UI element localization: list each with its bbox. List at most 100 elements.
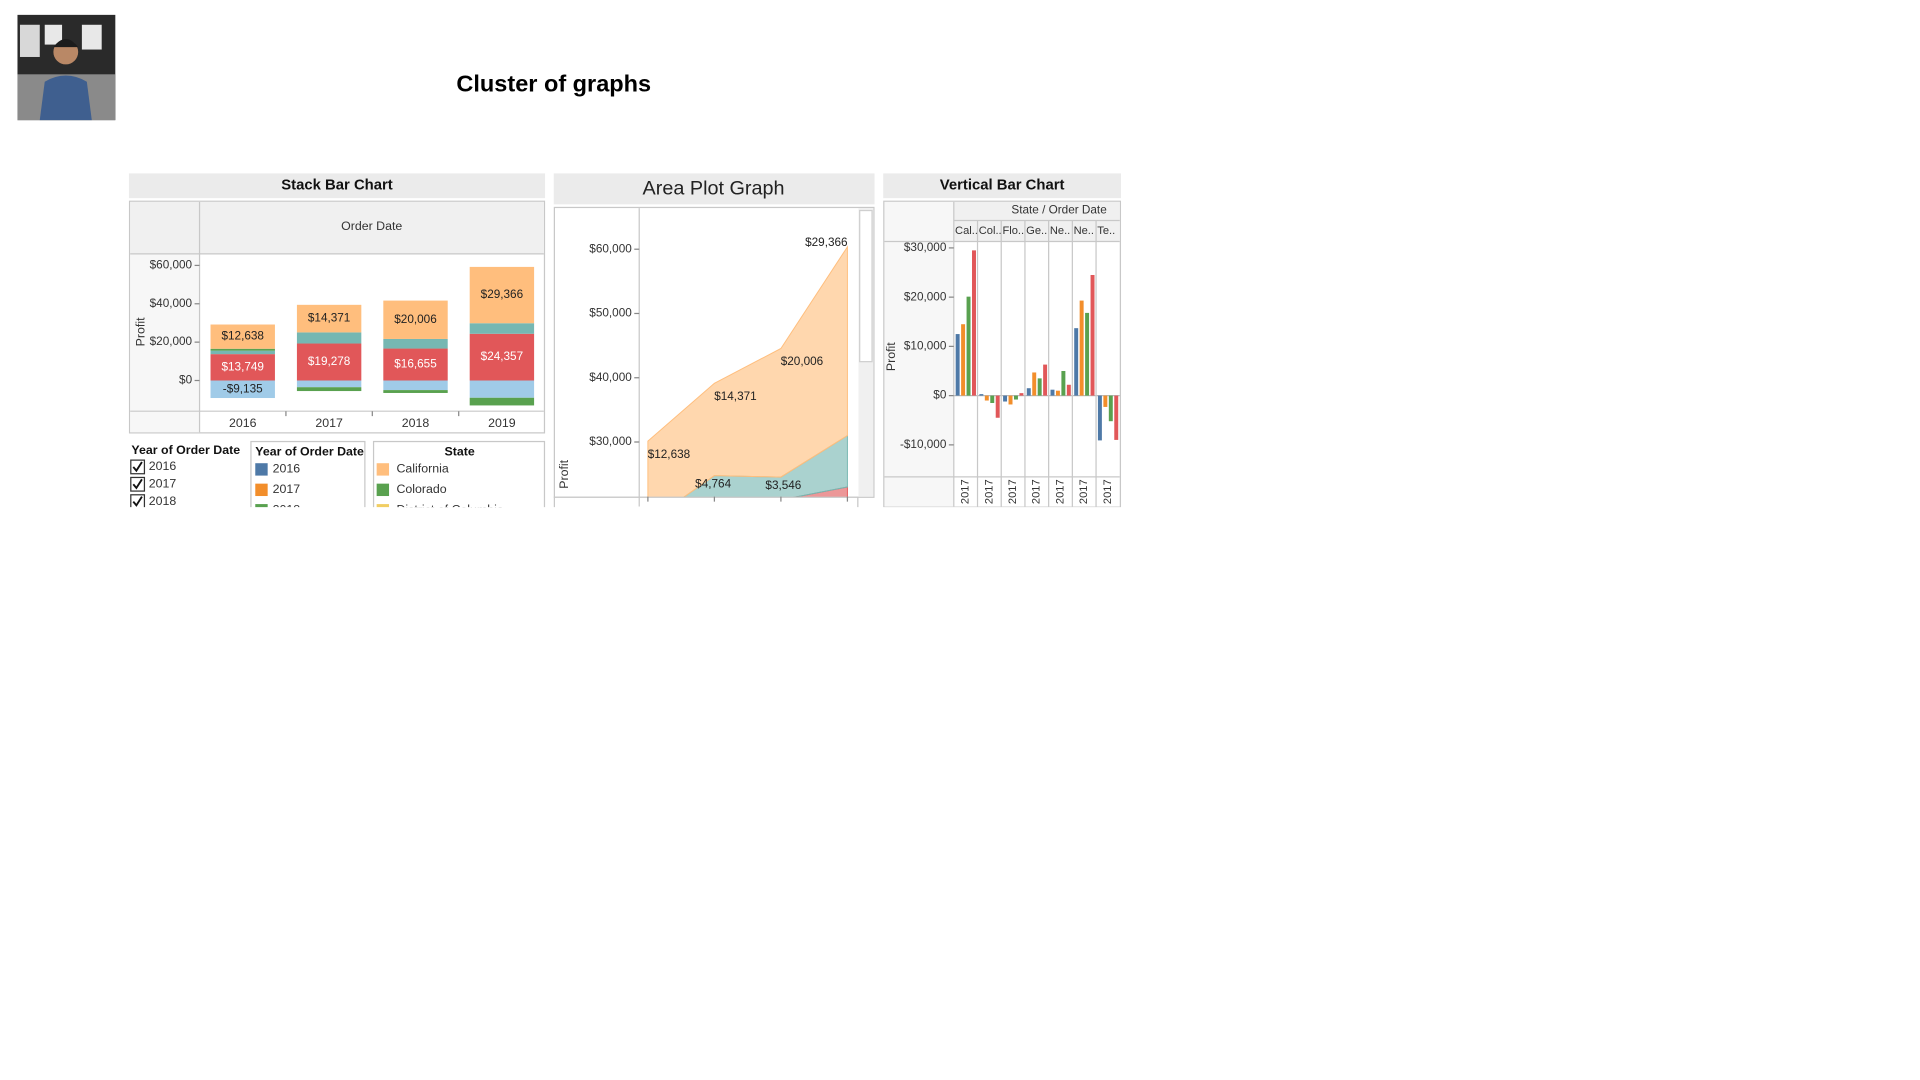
column-label: 2017 [1102, 479, 1114, 504]
bar-segment [469, 397, 535, 406]
bar [1090, 274, 1095, 396]
area [647, 245, 848, 497]
data-label: $13,749 [221, 360, 263, 373]
chart-title: Vertical Bar Chart [940, 178, 1065, 194]
profile-photo [17, 14, 116, 121]
legend-label: 2018 [273, 503, 301, 517]
y-tick-label: $60,000 [589, 242, 632, 255]
y-tick-label: $40,000 [589, 371, 632, 384]
data-label: $24,357 [481, 350, 523, 363]
bar-segment [210, 350, 275, 355]
y-tick-label: $0 [933, 389, 947, 402]
legend-label: 2017 [273, 482, 301, 496]
bar [1055, 390, 1060, 396]
column-header: Cal.. [955, 225, 978, 237]
y-tick-label: -$10,000 [900, 438, 947, 451]
y-tick-label: $20,000 [150, 335, 193, 348]
x-tick-label: 2018 [402, 416, 430, 430]
column-header: Order Date [341, 219, 402, 233]
bar [1108, 395, 1113, 422]
checkbox[interactable] [130, 459, 146, 475]
data-label: $12,638 [221, 330, 264, 343]
y-axis-label: Profit [884, 342, 898, 371]
data-label: $12,638 [648, 448, 691, 461]
legend-label: California [396, 462, 448, 476]
legend-swatch [255, 463, 268, 476]
checkmark [132, 461, 143, 473]
bar-segment [469, 380, 535, 398]
data-label: $29,366 [805, 236, 848, 249]
legend-swatch [376, 483, 390, 497]
bar [1085, 312, 1090, 396]
bar [1074, 328, 1079, 396]
column-label: 2017 [1054, 479, 1066, 504]
filter-title: Year of Order Date [131, 443, 240, 457]
legend-title: State [445, 444, 475, 458]
header-area [130, 201, 544, 254]
checkmark [132, 496, 143, 507]
area [794, 486, 848, 497]
column-label: 2017 [960, 479, 972, 504]
bar [1061, 370, 1066, 396]
bar [1050, 389, 1055, 396]
column-header: Ge.. [1026, 225, 1047, 237]
legend-swatch [255, 483, 268, 497]
scrollbar-thumb[interactable] [859, 209, 873, 363]
bar [966, 296, 971, 396]
title-bar [883, 173, 1122, 199]
bar [1026, 388, 1031, 396]
bar [1079, 300, 1084, 396]
legend-label: Colorado [396, 482, 446, 496]
legend-label: District of Columbia [396, 503, 503, 517]
data-label: $20,006 [781, 355, 824, 368]
y-axis-label: Profit [557, 459, 571, 488]
bar [1043, 364, 1048, 396]
data-label: $29,366 [481, 288, 524, 301]
y-tick-label: $0 [179, 374, 193, 387]
x-tick-label: 2016 [229, 416, 257, 430]
filter-item: 2016 [149, 459, 177, 473]
bar [1066, 384, 1071, 396]
column-label: 2017 [983, 479, 995, 504]
bar-segment [383, 390, 448, 393]
data-label: $14,371 [308, 312, 350, 325]
y-tick-label: $40,000 [150, 297, 193, 310]
column-header: Ne.. [1050, 225, 1070, 237]
bar [984, 395, 989, 401]
checkbox[interactable] [130, 494, 146, 509]
bar-segment [210, 354, 275, 381]
bar-segment [383, 380, 448, 391]
bar-segment [296, 343, 362, 381]
legend-frame [250, 440, 366, 508]
x-axis-area [553, 496, 859, 508]
data-label: $14,371 [714, 390, 756, 403]
data-label: $20,006 [394, 313, 437, 326]
column-label: 2017 [1031, 479, 1043, 504]
y-tick-label: $10,000 [904, 339, 947, 352]
legend-label: 2016 [273, 462, 301, 476]
column-label: 2017 [1078, 479, 1090, 504]
bar [961, 324, 966, 396]
bar-segment [296, 332, 362, 344]
dashboard-title: Cluster of graphs [456, 71, 651, 97]
chart-title: Area Plot Graph [643, 178, 785, 200]
y-tick-label: $60,000 [150, 259, 193, 272]
data-label: $19,278 [308, 355, 351, 368]
data-label: $3,546 [765, 479, 801, 492]
column-label: 2017 [1007, 479, 1019, 504]
bar [1013, 395, 1018, 400]
bar-segment [469, 266, 535, 324]
bar [955, 334, 960, 396]
header-area [953, 201, 1120, 242]
bar-segment [469, 333, 535, 381]
bar [1032, 372, 1037, 396]
y-axis-label: Profit [134, 317, 148, 346]
checkmark [132, 478, 143, 490]
column-header: Te.. [1097, 225, 1115, 237]
title-bar [553, 173, 875, 205]
checkbox[interactable] [130, 476, 146, 492]
bar-segment [296, 304, 362, 333]
axis-area [884, 201, 954, 507]
bar-segment [210, 324, 275, 349]
legend-frame [372, 440, 546, 508]
